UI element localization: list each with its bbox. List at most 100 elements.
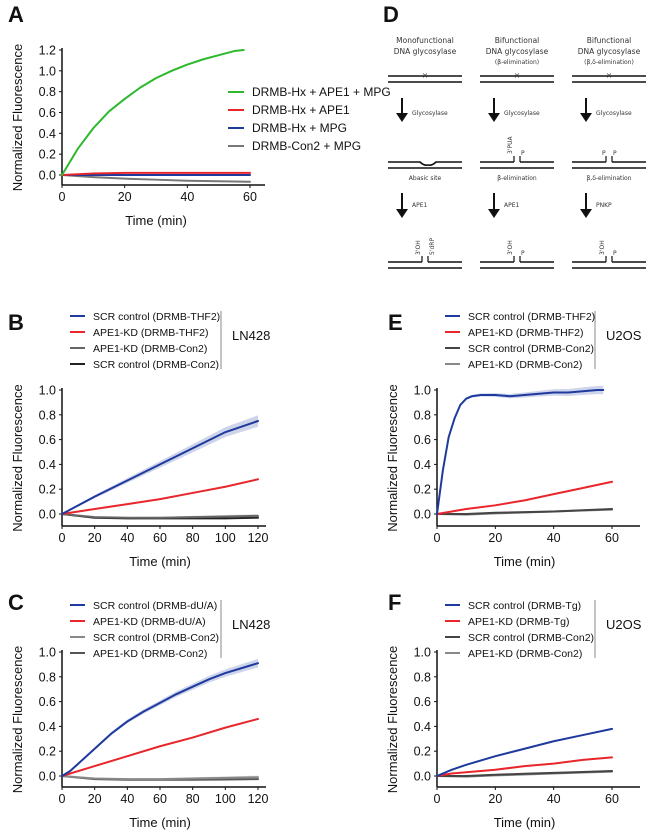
series-line — [436, 508, 613, 515]
arrow-head-icon — [396, 113, 408, 122]
lesion-icon: × — [606, 71, 612, 80]
y-tick-label: 1.0 — [414, 646, 431, 660]
cell-line-label: LN428 — [232, 617, 270, 632]
column-title: DNA glycosylase — [578, 47, 641, 56]
y-tick-label: 0.0 — [39, 169, 56, 183]
y-tick-label: 0.4 — [39, 458, 56, 472]
legend-label: APE1-KD (DRMB-Con2) — [93, 648, 207, 660]
y-axis-label: Normalized Fluorescence — [385, 646, 400, 793]
y-tick-label: 1.2 — [39, 44, 56, 58]
legend-label: DRMB-Con2 + MPG — [252, 139, 361, 153]
y-tick-label: 1.0 — [414, 384, 431, 398]
end-mark-label: P — [613, 150, 617, 157]
column-title: Bifunctional — [587, 36, 632, 45]
arrow-head-icon — [580, 113, 592, 122]
end-mark-label: P — [613, 250, 617, 257]
y-tick-label: 0.2 — [39, 148, 56, 162]
end-mark-label: 3'OH — [415, 240, 422, 255]
legend-label: SCR control (DRMB-Con2) — [468, 632, 594, 644]
x-tick-label: 20 — [88, 792, 102, 806]
y-tick-label: 0.2 — [414, 483, 431, 497]
cell-line-label: U2OS — [606, 328, 642, 343]
y-tick-label: 0.4 — [39, 127, 56, 141]
legend-label: SCR control (DRMB-THF2) — [468, 311, 595, 323]
y-tick-label: 0.0 — [414, 508, 431, 522]
chart-panel-b: B 0.0 0.2 0.4 0.6 0.8 1.0 0 20 40 60 80 100 120 Time (… — [8, 310, 270, 569]
x-tick-label: 20 — [88, 531, 102, 545]
step1-enzyme-label: Glycosylase — [504, 110, 540, 117]
x-axis-label: Time (min) — [129, 554, 191, 569]
series-line — [61, 775, 259, 781]
intermediate-label: β,δ-elimination — [586, 175, 631, 182]
arrow-head-icon — [396, 209, 408, 218]
chart-legend: DRMB-Hx + APE1 + MPG DRMB-Hx + APE1 DRMB-H… — [228, 85, 391, 153]
x-tick-label: 0 — [434, 531, 441, 545]
step2-enzyme-label: PNKP — [596, 202, 612, 209]
x-tick-label: 40 — [547, 792, 561, 806]
x-tick-label: 60 — [605, 792, 619, 806]
x-tick-label: 20 — [488, 792, 502, 806]
series-line — [436, 389, 605, 515]
x-tick-label: 60 — [153, 531, 167, 545]
panel-label-d: D — [383, 2, 399, 27]
series-error-band — [62, 658, 258, 777]
y-tick-label: 0.6 — [414, 433, 431, 447]
x-tick-label: 40 — [547, 531, 561, 545]
lesion-icon: × — [422, 71, 428, 80]
x-tick-label: 60 — [605, 531, 619, 545]
series-line — [61, 662, 259, 777]
legend-label: APE1-KD (DRMB-dU/A) — [93, 616, 206, 628]
x-tick-label: 20 — [488, 531, 502, 545]
y-tick-label: 0.0 — [414, 770, 431, 784]
legend-label: SCR control (DRMB-Con2) — [93, 632, 219, 644]
legend-label: APE1-KD (DRMB-Tg) — [468, 616, 570, 628]
y-tick-label: 0.4 — [414, 720, 431, 734]
chart-legend: SCR control (DRMB-dU/A) APE1-KD (DRMB-dU/… — [70, 600, 270, 660]
legend-label: DRMB-Hx + APE1 — [252, 103, 350, 117]
x-axis-label: Time (min) — [129, 815, 191, 830]
y-axis-label: Normalized Fluorescence — [385, 384, 400, 531]
series-line — [61, 478, 259, 515]
series-line — [61, 420, 259, 515]
y-tick-label: 0.8 — [414, 408, 431, 422]
y-tick-label: 1.0 — [39, 384, 56, 398]
y-tick-label: 0.0 — [39, 770, 56, 784]
pathway-column-2: Bifunctional DNA glycosylase (β-eliminatio… — [480, 36, 554, 269]
pathway-column-1: Monofunctional DNA glycosylase × Glycosylas… — [388, 36, 462, 269]
y-tick-label: 0.6 — [414, 695, 431, 709]
legend-label: APE1-KD (DRMB-Con2) — [468, 648, 582, 660]
legend-label: DRMB-Hx + MPG — [252, 121, 347, 135]
x-tick-label: 120 — [248, 531, 269, 545]
chart-legend: SCR control (DRMB-THF2) APE1-KD (DRMB-THF… — [70, 311, 270, 371]
y-tick-label: 0.8 — [39, 408, 56, 422]
column-title: DNA glycosylase — [394, 47, 457, 56]
x-axis-label: Time (min) — [494, 554, 556, 569]
legend-label: APE1-KD (DRMB-THF2) — [93, 327, 209, 339]
x-tick-label: 60 — [243, 190, 257, 204]
step2-enzyme-label: APE1 — [504, 202, 520, 209]
chart-legend: SCR control (DRMB-THF2) APE1-KD (DRMB-THF… — [445, 311, 642, 371]
y-tick-label: 0.6 — [39, 695, 56, 709]
end-mark-label: P — [602, 150, 606, 157]
y-axis-label: Normalized Fluorescence — [10, 646, 25, 793]
cell-line-label: LN428 — [232, 328, 270, 343]
panel-label-e: E — [388, 310, 403, 335]
pathway-column-3: Bifunctional DNA glycosylase (β,δ-eliminat… — [572, 36, 646, 269]
column-title: Bifunctional — [495, 36, 540, 45]
series-line — [436, 770, 613, 777]
x-tick-label: 40 — [120, 792, 134, 806]
y-tick-label: 0.2 — [39, 483, 56, 497]
x-tick-label: 120 — [248, 792, 269, 806]
x-tick-label: 0 — [59, 792, 66, 806]
y-tick-label: 0.2 — [39, 745, 56, 759]
legend-label: SCR control (DRMB-THF2) — [93, 311, 220, 323]
x-tick-label: 100 — [215, 531, 236, 545]
panel-label-f: F — [388, 590, 401, 615]
column-title: DNA glycosylase — [486, 47, 549, 56]
series-line — [61, 513, 259, 519]
intermediate-label: Abasic site — [409, 175, 442, 182]
series-line — [61, 174, 251, 183]
y-tick-label: 0.2 — [414, 745, 431, 759]
x-axis-label: Time (min) — [125, 213, 187, 228]
dna-strand-top — [388, 161, 462, 166]
